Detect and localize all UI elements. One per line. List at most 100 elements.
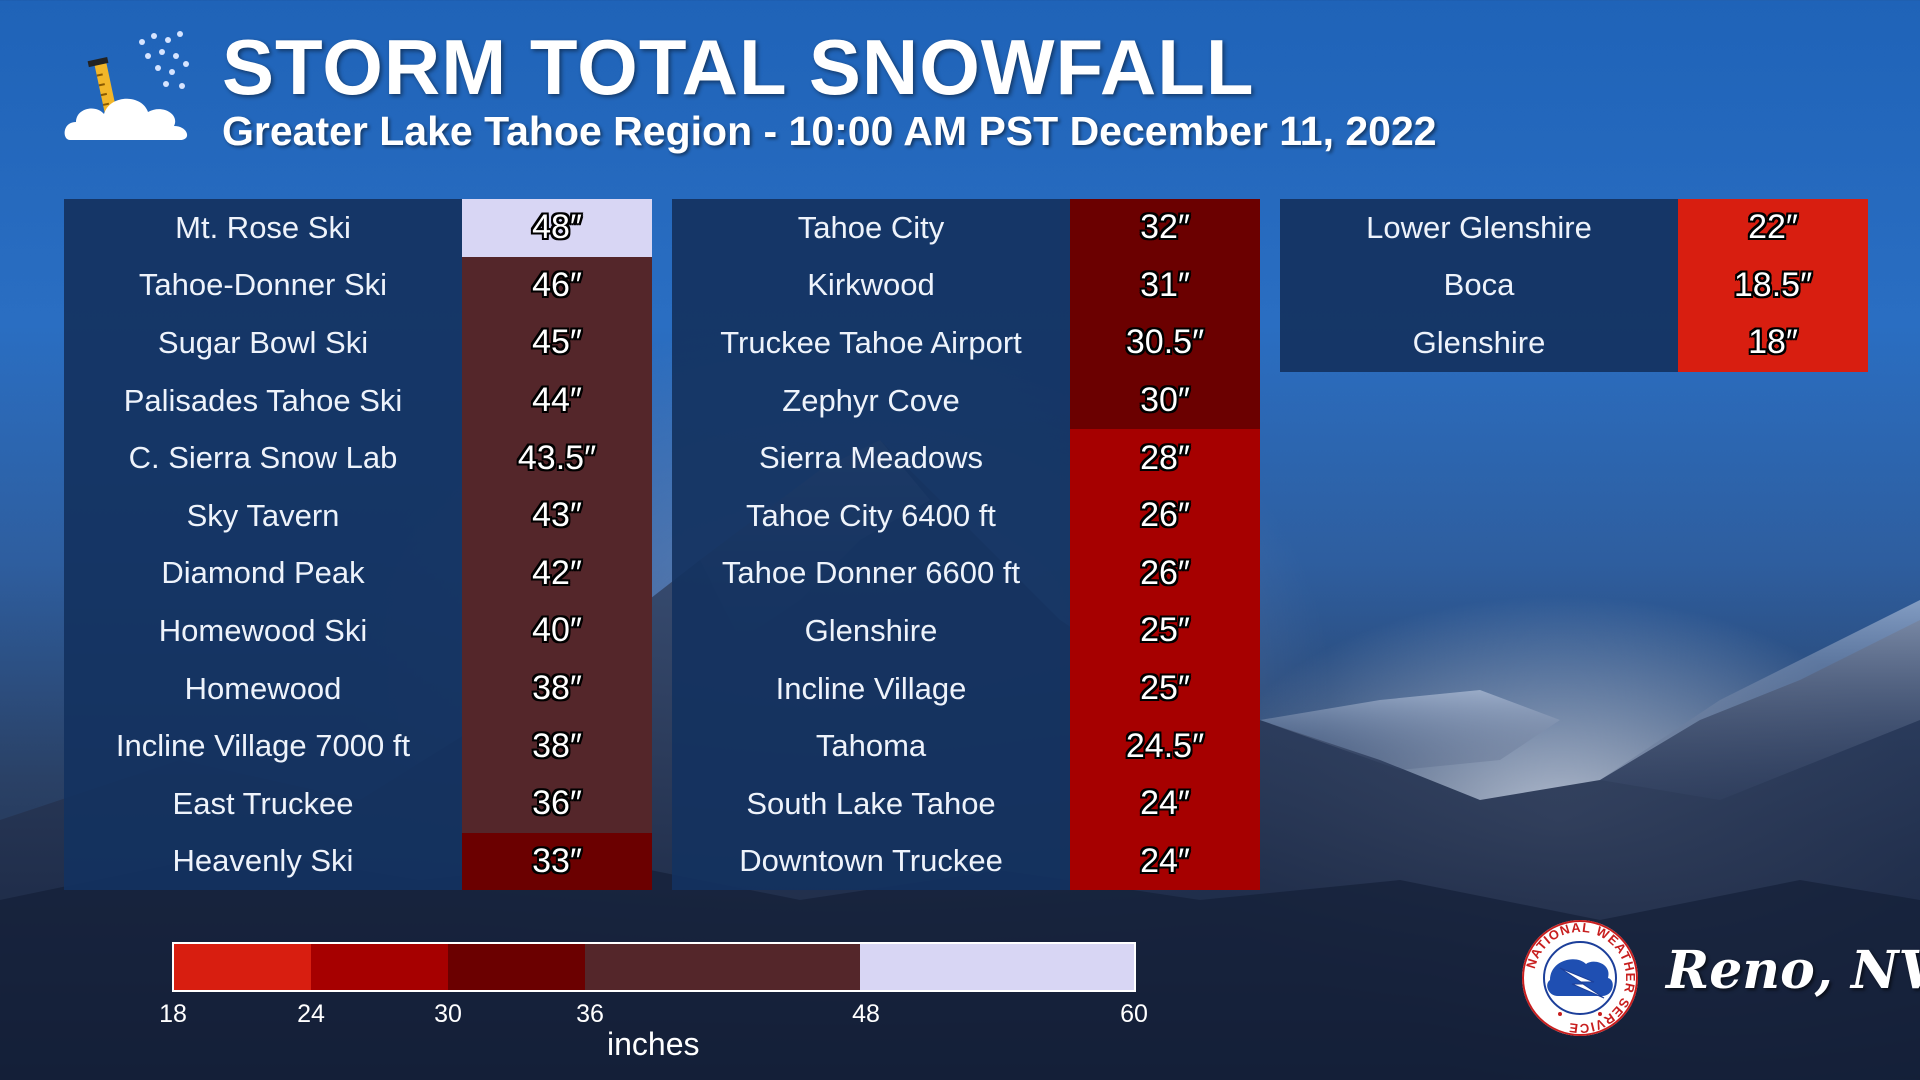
table-row: Glenshire 25″: [672, 602, 1260, 660]
page-title: STORM TOTAL SNOWFALL: [222, 23, 1255, 111]
table-row: Kirkwood 31″: [672, 256, 1260, 315]
table-row: South Lake Tahoe 24″: [672, 774, 1260, 833]
snowfall-value: 36″: [462, 774, 652, 833]
legend-tick-label: 24: [297, 1000, 325, 1028]
snowfall-value: 24.5″: [1070, 717, 1260, 775]
table-row: Diamond Peak 42″: [64, 544, 652, 603]
office-location: Reno, NV: [1666, 940, 1920, 1001]
table-row: Sugar Bowl Ski 45″: [64, 314, 652, 372]
table-row: Incline Village 25″: [672, 659, 1260, 718]
table-row: Homewood 38″: [64, 659, 652, 718]
table-row: Tahoe City 6400 ft 26″: [672, 486, 1260, 545]
location-name: Truckee Tahoe Airport: [672, 314, 1070, 372]
table-row: Truckee Tahoe Airport 30.5″: [672, 314, 1260, 372]
snowfall-value: 32″: [1070, 199, 1260, 257]
snowfall-value: 48″: [462, 199, 652, 257]
location-name: Glenshire: [1280, 314, 1678, 372]
nws-logo-icon: NATIONAL WEATHER SERVICE: [1522, 920, 1638, 1036]
location-name: Tahoe Donner 6600 ft: [672, 544, 1070, 603]
snowfall-value: 46″: [462, 256, 652, 315]
location-name: Diamond Peak: [64, 544, 462, 603]
snowfall-value: 25″: [1070, 602, 1260, 660]
snowfall-value: 25″: [1070, 659, 1260, 718]
snowfall-value: 24″: [1070, 774, 1260, 833]
header: STORM TOTAL SNOWFALL Greater Lake Tahoe …: [0, 0, 1920, 180]
table-row: Sky Tavern 43″: [64, 486, 652, 545]
location-name: Glenshire: [672, 602, 1070, 660]
snowfall-value: 28″: [1070, 429, 1260, 487]
snowfall-value: 38″: [462, 659, 652, 718]
legend-tick-label: 30: [434, 1000, 462, 1028]
location-name: Incline Village 7000 ft: [64, 717, 462, 775]
location-name: Downtown Truckee: [672, 832, 1070, 891]
table-row: Lower Glenshire 22″: [1280, 199, 1868, 257]
table-row: Palisades Tahoe Ski 44″: [64, 371, 652, 430]
snowfall-value: 18.5″: [1678, 256, 1868, 315]
legend-bin-18-24: [174, 944, 312, 990]
snowfall-value: 44″: [462, 371, 652, 430]
location-name: Tahoe City 6400 ft: [672, 486, 1070, 545]
table-row: Tahoe City 32″: [672, 199, 1260, 257]
color-legend: [172, 942, 1136, 992]
snowfall-value: 45″: [462, 314, 652, 372]
table-row: Sierra Meadows 28″: [672, 429, 1260, 487]
snowfall-value: 30.5″: [1070, 314, 1260, 372]
table-row: Tahoe Donner 6600 ft 26″: [672, 544, 1260, 603]
table-row: East Truckee 36″: [64, 774, 652, 833]
location-name: Tahoe-Donner Ski: [64, 256, 462, 315]
snowfall-value: 31″: [1070, 256, 1260, 315]
location-name: Sierra Meadows: [672, 429, 1070, 487]
location-name: Tahoe City: [672, 199, 1070, 257]
location-name: Homewood: [64, 659, 462, 718]
legend-bin-36-48: [585, 944, 860, 990]
location-name: Sky Tavern: [64, 486, 462, 545]
location-name: Lower Glenshire: [1280, 199, 1678, 257]
snowfall-table-column-2: Tahoe City 32″ Kirkwood 31″ Truckee Tahoe …: [672, 199, 1260, 891]
snowfall-value: 22″: [1678, 199, 1868, 257]
location-name: Zephyr Cove: [672, 371, 1070, 430]
legend-bin-24-30: [311, 944, 449, 990]
legend-bar: [172, 942, 1136, 992]
legend-tick-label: 60: [1120, 1000, 1148, 1028]
table-row: Downtown Truckee 24″: [672, 832, 1260, 891]
location-name: Kirkwood: [672, 256, 1070, 315]
location-name: Incline Village: [672, 659, 1070, 718]
location-name: Homewood Ski: [64, 602, 462, 660]
table-row: Tahoma 24.5″: [672, 717, 1260, 775]
table-row: Mt. Rose Ski 48″: [64, 199, 652, 257]
snowfall-value: 43″: [462, 486, 652, 545]
legend-units: inches: [607, 1026, 700, 1062]
snowfall-value: 26″: [1070, 486, 1260, 545]
location-name: C. Sierra Snow Lab: [64, 429, 462, 487]
location-name: Tahoma: [672, 717, 1070, 775]
legend-bin-30-36: [448, 944, 586, 990]
table-row: Heavenly Ski 33″: [64, 832, 652, 891]
location-name: South Lake Tahoe: [672, 774, 1070, 833]
snowfall-value: 40″: [462, 602, 652, 660]
snowfall-value: 38″: [462, 717, 652, 775]
snowfall-value: 18″: [1678, 314, 1868, 372]
table-row: Homewood Ski 40″: [64, 602, 652, 660]
location-name: Mt. Rose Ski: [64, 199, 462, 257]
snowfall-value: 30″: [1070, 371, 1260, 430]
location-name: East Truckee: [64, 774, 462, 833]
legend-tick-label: 36: [576, 1000, 604, 1028]
legend-bin-48-60: [859, 944, 1134, 990]
table-row: Zephyr Cove 30″: [672, 371, 1260, 430]
location-name: Palisades Tahoe Ski: [64, 371, 462, 430]
location-name: Sugar Bowl Ski: [64, 314, 462, 372]
table-row: C. Sierra Snow Lab 43.5″: [64, 429, 652, 487]
snowfall-value: 26″: [1070, 544, 1260, 603]
table-row: Boca 18.5″: [1280, 256, 1868, 315]
snowfall-table-column-1: Mt. Rose Ski 48″ Tahoe-Donner Ski 46″ Suga…: [64, 199, 652, 891]
snowfall-value: 33″: [462, 832, 652, 891]
snowfall-value: 43.5″: [462, 429, 652, 487]
snowfall-value: 24″: [1070, 832, 1260, 891]
snowfall-value: 42″: [462, 544, 652, 603]
snowfall-table-column-3: Lower Glenshire 22″ Boca 18.5″ Glenshire 18…: [1280, 199, 1868, 372]
table-row: Tahoe-Donner Ski 46″: [64, 256, 652, 315]
page-subtitle: Greater Lake Tahoe Region - 10:00 AM PST…: [222, 108, 1437, 154]
snow-cloud-ruler-icon: [64, 31, 189, 140]
legend-tick-label: 18: [159, 1000, 187, 1028]
location-name: Boca: [1280, 256, 1678, 315]
